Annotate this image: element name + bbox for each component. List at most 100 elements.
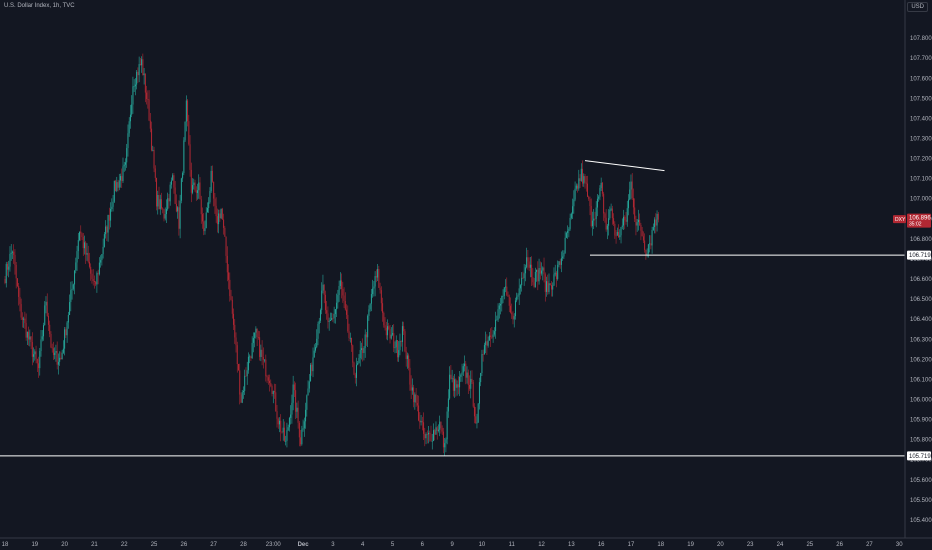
candle-body	[603, 193, 605, 214]
candle-body	[100, 260, 102, 263]
candle-body	[85, 242, 87, 255]
candle-body	[514, 300, 516, 317]
candle-body	[82, 237, 84, 249]
candle-body	[475, 416, 477, 424]
candle-body	[151, 128, 153, 151]
candle-body	[395, 340, 397, 348]
candle-body	[430, 434, 432, 442]
candle-body	[307, 388, 309, 396]
candle-body	[455, 379, 457, 388]
currency-label[interactable]: USD	[907, 2, 928, 12]
candle-body	[415, 394, 417, 404]
candle-body	[541, 270, 543, 274]
candle-body	[585, 182, 587, 184]
candle-body	[60, 357, 62, 360]
candle-body	[436, 427, 438, 431]
candle-body	[308, 381, 310, 389]
candle-body	[370, 294, 372, 304]
candle-body	[79, 231, 81, 241]
drawing-lines[interactable]	[0, 160, 905, 457]
candle-body	[96, 273, 98, 285]
candle-body	[39, 351, 41, 369]
candle-body	[230, 296, 232, 300]
candle-body	[480, 372, 482, 383]
candle-body	[164, 214, 166, 219]
candle-body	[9, 253, 11, 267]
candle-body	[224, 227, 226, 237]
candle-body	[378, 269, 380, 288]
candle-body	[323, 284, 325, 295]
candle-body	[471, 378, 473, 383]
candle-body	[405, 351, 407, 359]
candle-body	[526, 257, 528, 268]
candle-body	[553, 274, 555, 286]
candle-body	[13, 251, 15, 255]
candle-body	[656, 213, 658, 226]
candle-body	[126, 148, 128, 163]
price-tick-label: 106.500	[910, 297, 932, 303]
candle-body	[652, 227, 654, 231]
price-tick-label: 107.100	[910, 177, 932, 183]
candle-body	[170, 180, 172, 185]
candle-body	[193, 182, 195, 186]
candle-body	[106, 226, 108, 233]
candle-body	[134, 84, 136, 87]
candle-body	[451, 377, 453, 379]
candle-body	[295, 390, 297, 412]
candle-body	[498, 305, 500, 310]
candle-body	[201, 214, 203, 222]
candle-body	[404, 331, 406, 352]
candle-body	[564, 237, 566, 253]
candle-body	[235, 337, 237, 346]
candle-body	[365, 334, 367, 338]
candle-body	[611, 208, 613, 219]
candle-body	[24, 318, 26, 324]
price-axis[interactable]: 107.800 107.700 107.600 107.500 107.400 107.3…	[910, 36, 932, 524]
candle-body	[206, 208, 208, 213]
candle-body	[61, 352, 63, 360]
candle-body	[635, 218, 637, 226]
candle-body	[411, 387, 413, 391]
candle-body	[108, 214, 110, 221]
candle-body	[246, 370, 248, 377]
candle-body	[358, 358, 360, 364]
candle-body	[523, 273, 525, 279]
candle-body	[580, 168, 582, 181]
candle-body	[418, 405, 420, 421]
time-axis[interactable]: 18 19 20 21 22 25 26 27 28 23:00 Dec 3 4 5 6 9 10 11 12 13 1…	[2, 542, 904, 548]
candle-body	[437, 429, 439, 431]
candle-body	[216, 216, 218, 225]
trend-line[interactable]	[584, 160, 665, 172]
candle-body	[23, 318, 25, 320]
candle-body	[577, 185, 579, 189]
candle-body	[449, 374, 451, 399]
time-tick-label: 16	[598, 542, 605, 548]
candle-body	[291, 402, 293, 415]
price-tick-label: 105.400	[910, 518, 932, 524]
symbol-tag-text: DXY	[895, 217, 906, 223]
candle-body	[203, 221, 205, 232]
candle-body	[293, 384, 295, 391]
candle-body	[167, 198, 169, 210]
candle-body	[398, 350, 400, 358]
candle-body	[589, 199, 591, 207]
candle-body	[36, 358, 38, 364]
candle-body	[208, 202, 210, 209]
candle-body	[93, 281, 95, 283]
candle-body	[420, 421, 422, 423]
candle-body	[271, 386, 273, 394]
candle-body	[332, 318, 334, 319]
candle-body	[516, 296, 518, 301]
time-tick-label: 24	[777, 542, 784, 548]
candle-body	[423, 422, 425, 434]
candle-body	[182, 173, 184, 179]
candle-body	[321, 290, 323, 311]
candle-body	[477, 403, 479, 423]
candle-body	[331, 318, 333, 320]
candle-body	[505, 286, 507, 288]
candle-body	[117, 182, 119, 188]
candle-body	[439, 421, 441, 430]
candle-body	[231, 299, 233, 314]
candle-body	[123, 164, 125, 167]
